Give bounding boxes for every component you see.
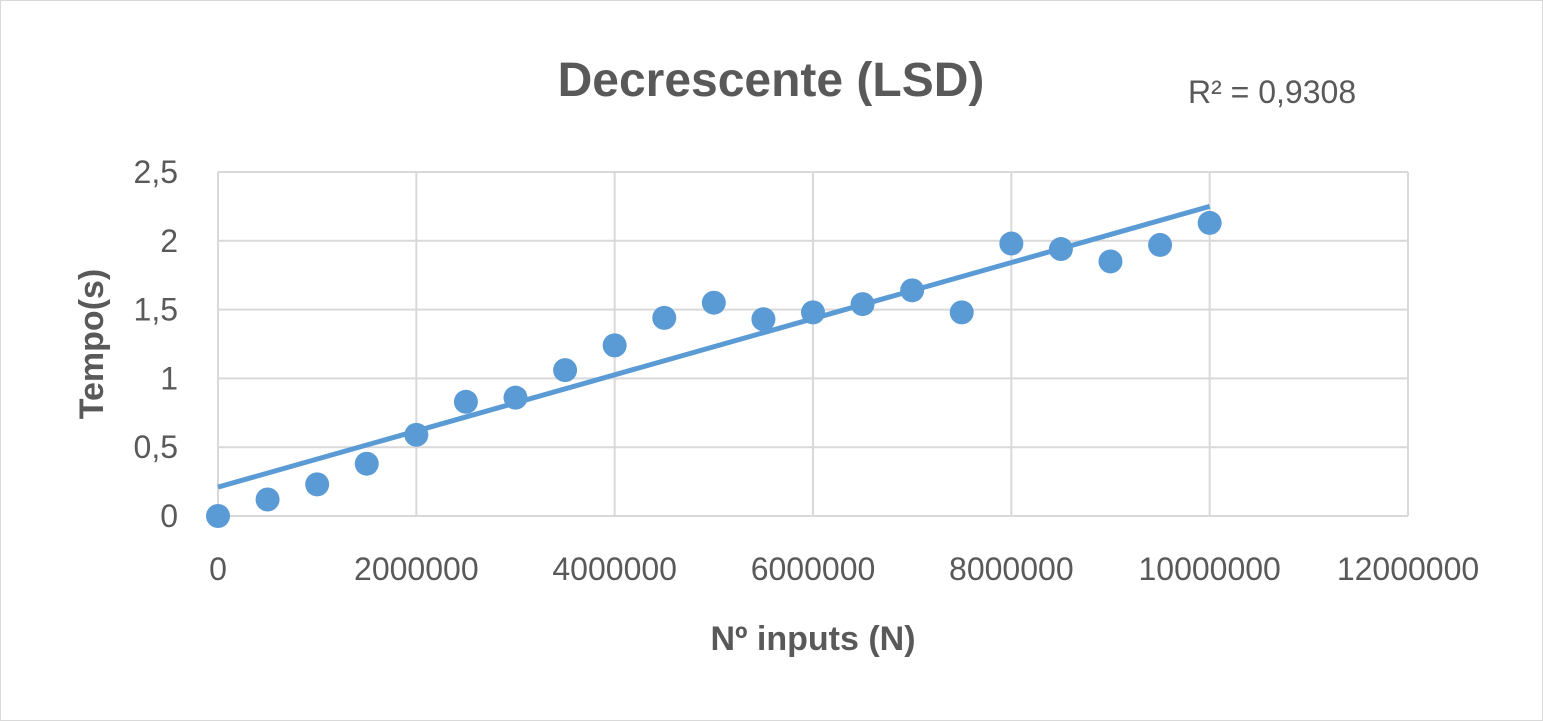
x-tick-label: 6000000 (751, 551, 876, 587)
y-axis-ticks: 0 0,5 1 1,5 2 2,5 (134, 154, 178, 534)
data-point (1197, 210, 1222, 235)
data-point (1148, 232, 1173, 257)
data-point (999, 231, 1024, 256)
x-tick-label: 12000000 (1337, 551, 1479, 587)
x-axis-title: Nº inputs (N) (710, 620, 915, 658)
y-tick-label: 2,5 (134, 154, 178, 190)
data-point (701, 290, 726, 315)
x-axis-ticks: 0 2000000 4000000 6000000 8000000 10000000 120… (209, 551, 1479, 587)
data-point (305, 472, 330, 497)
y-tick-label: 2 (160, 223, 178, 259)
r-squared-label: R² = 0,9308 (1188, 74, 1356, 110)
data-point (503, 385, 528, 410)
data-point (900, 278, 925, 303)
data-point (602, 333, 627, 358)
x-tick-label: 10000000 (1138, 551, 1280, 587)
x-tick-label: 8000000 (949, 551, 1074, 587)
trendline-layer (217, 203, 1211, 490)
data-point (354, 451, 379, 476)
data-point (255, 487, 280, 512)
gridlines (217, 171, 1409, 517)
data-point (453, 389, 478, 414)
data-point (751, 307, 776, 332)
x-tick-label: 2000000 (354, 551, 479, 587)
data-point (206, 504, 230, 528)
data-point (850, 292, 875, 317)
data-point (652, 305, 677, 330)
data-point (949, 300, 974, 325)
data-point (553, 358, 578, 383)
y-tick-label: 1,5 (134, 292, 178, 328)
x-tick-label: 4000000 (552, 551, 677, 587)
y-tick-label: 0 (160, 498, 178, 534)
y-tick-label: 1 (160, 360, 178, 396)
data-point (801, 300, 825, 325)
y-axis-title: Tempo(s) (73, 269, 111, 419)
data-point (404, 422, 429, 447)
y-tick-label: 0,5 (134, 429, 178, 465)
data-point (1048, 237, 1073, 262)
data-points (206, 210, 1222, 528)
x-tick-label: 0 (209, 551, 227, 587)
chart-title: Decrescente (LSD) (558, 54, 985, 107)
trendline (217, 203, 1211, 490)
data-point (1098, 249, 1123, 274)
